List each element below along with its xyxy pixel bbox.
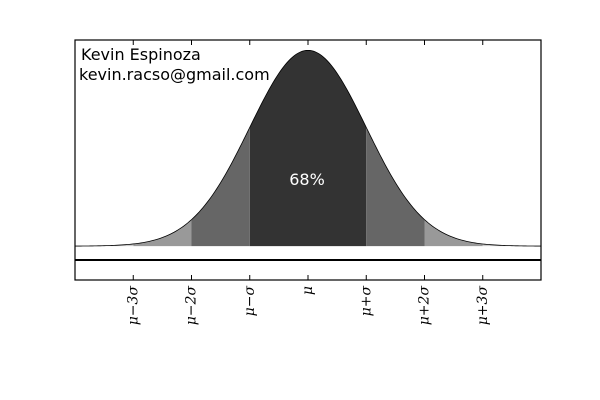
tick-label-4: μ+σ [358,286,374,317]
tick-label-5: μ+2σ [417,286,433,326]
density-curve [74,49,542,247]
tick-label-3: μ [300,286,316,295]
region-5 [75,243,134,247]
region-0 [249,50,367,247]
region-4 [424,219,483,247]
author-email: kevin.racso@gmail.com [79,65,270,84]
author-name: Kevin Espinoza [81,45,201,64]
region-6 [482,243,541,247]
x-axis-ticks: μ−3σ μ−2σ μ−σ μ μ+σ μ+2σ μ+3σ [125,40,491,325]
center-percentage-label: 68% [289,170,325,189]
tick-label-6: μ+3σ [475,286,491,326]
tick-label-2: μ−σ [242,286,258,317]
tick-label-0: μ−3σ [125,286,141,326]
tick-label-1: μ−2σ [184,286,200,326]
region-3 [133,219,192,247]
